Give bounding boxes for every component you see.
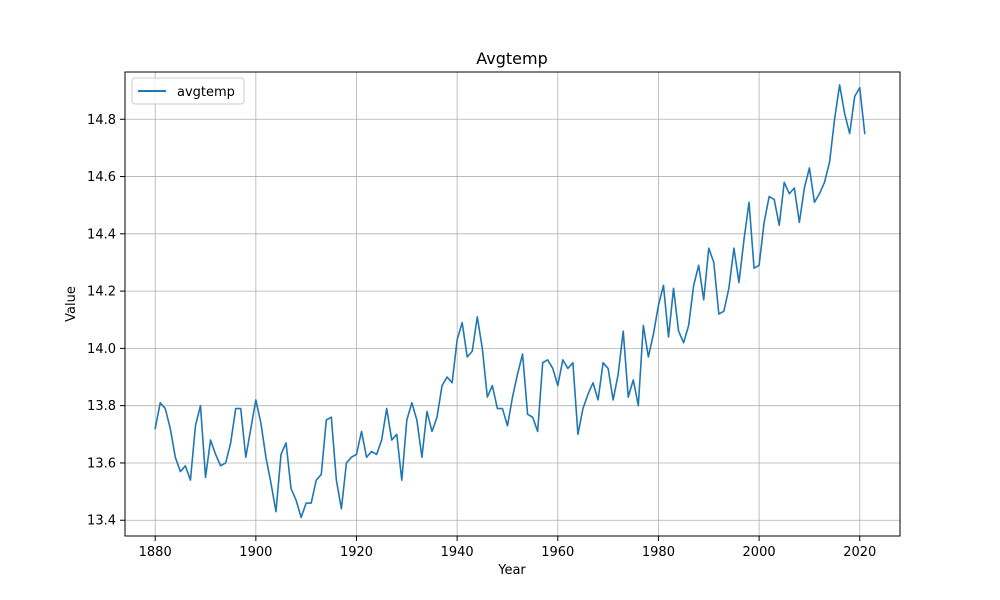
- y-tick-label: 14.2: [87, 285, 116, 300]
- x-tick-label: 1920: [340, 545, 373, 560]
- legend: avgtemp: [131, 77, 245, 105]
- y-tick-label: 13.6: [87, 456, 116, 471]
- plot-frame: [124, 71, 901, 537]
- x-tick-label: 2000: [743, 545, 776, 560]
- y-tick-label: 14.8: [87, 113, 116, 128]
- x-tick-label: 2020: [843, 545, 876, 560]
- y-axis: 13.4 13.6 13.8 14.0 14.2 14.4 14.6 14.8: [87, 113, 125, 529]
- legend-box: [131, 77, 245, 105]
- x-tick-label: 1960: [541, 545, 574, 560]
- x-tick-label: 1880: [139, 545, 172, 560]
- grid: [125, 72, 900, 536]
- chart-title: Avgtemp: [476, 49, 548, 68]
- y-tick-label: 13.8: [87, 399, 116, 414]
- x-tick-label: 1900: [239, 545, 272, 560]
- series-line-group: [154, 84, 866, 519]
- x-axis-title: Year: [497, 563, 526, 578]
- y-axis-title: Value: [64, 286, 79, 322]
- x-axis: 1880 1900 1920 1940 1960 1980 2000 2020: [139, 536, 876, 560]
- y-tick-label: 13.4: [87, 514, 116, 529]
- series-line-avgtemp: [154, 84, 866, 519]
- x-tick-label: 1940: [441, 545, 474, 560]
- y-tick-label: 14.4: [87, 227, 116, 242]
- y-tick-label: 14.6: [87, 170, 116, 185]
- legend-label: avgtemp: [177, 85, 235, 100]
- x-tick-label: 1980: [642, 545, 675, 560]
- y-tick-label: 14.0: [87, 342, 116, 357]
